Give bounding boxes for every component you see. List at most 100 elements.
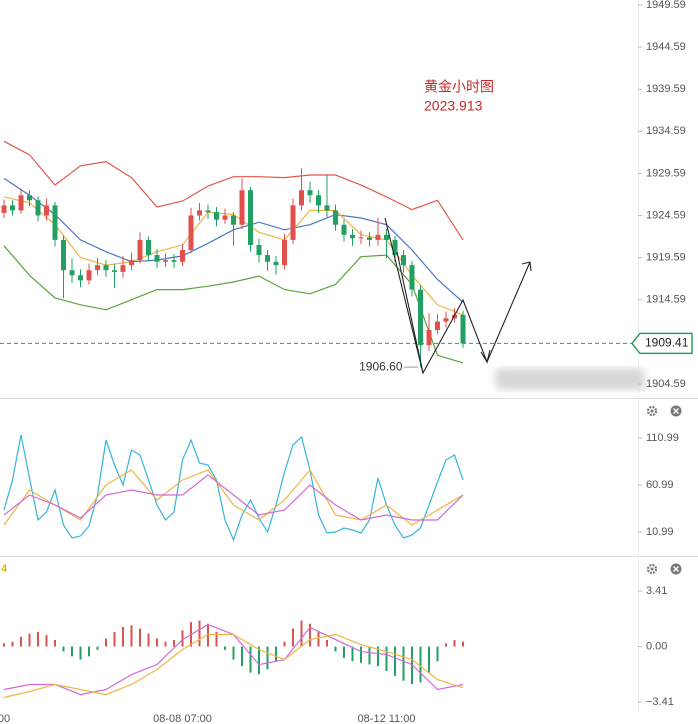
histogram-bar [266,646,269,670]
candle-body [367,237,372,240]
histogram-bar [105,638,107,647]
candle-body [358,237,364,239]
histogram-bar [241,646,243,667]
histogram-bar [249,646,252,673]
candle-body [392,239,398,256]
candle-body [78,275,83,281]
candle-body [460,314,466,344]
candle-body [154,255,160,262]
histogram-bar [122,627,124,647]
y-tick-label: 1939.59 [646,83,686,95]
histogram-bar [317,631,320,647]
annotation-subtitle: 2023.913 [424,98,483,114]
histogram-bar [96,646,99,650]
candle-body [324,205,330,211]
histogram-bar [79,646,82,660]
candle-body [27,195,32,201]
candle-body [443,318,449,322]
histogram-bar [445,643,447,647]
y-tick-label: 1924.59 [646,209,686,221]
x-tick-label: 08-08 07:00 [153,713,212,724]
x-tick-label: 00 [0,713,10,724]
candle-body [205,210,211,213]
histogram-bar [377,646,379,667]
candle-body [120,265,126,272]
histogram-bar [198,620,201,647]
histogram-bar [71,646,73,657]
histogram-bar [394,646,396,676]
candle-body [10,205,15,211]
candle-body [299,190,304,206]
candle-body [435,321,440,331]
candle-body [69,270,75,276]
candle-body [112,270,117,272]
candle-body [418,289,423,346]
histogram-bar [113,631,116,647]
histogram-bar [275,646,277,662]
settings-icon[interactable] [646,405,658,417]
histogram-bar [462,641,464,647]
candle-body [180,250,185,262]
candle-body [239,190,245,225]
candle-body [86,270,92,281]
candle-body [290,205,296,240]
candle-body [214,212,219,220]
candle-body [163,260,168,262]
candle-body [18,195,24,211]
candle-body [61,239,66,271]
histogram-bar [164,641,167,647]
histogram-bar [156,638,158,647]
candle-body [1,205,7,213]
y-tick-label: 1919.59 [646,252,686,264]
close-icon[interactable] [670,405,682,417]
histogram-bar [292,628,294,647]
histogram-bar [351,646,354,662]
candle-body [95,265,100,271]
y-tick-label: 60.99 [646,479,674,491]
candle-body [384,234,389,240]
y-tick-label: −3.41 [646,696,674,708]
drawn-arrows [384,217,532,375]
histogram-bar [419,646,422,683]
indicator-label: 4 [1,563,8,575]
histogram-bar [326,640,328,647]
histogram-bar [334,646,337,652]
histogram-bar [28,633,31,647]
y-tick-label: 1944.59 [646,41,686,53]
candle-body [44,205,49,216]
candle-body [146,239,151,256]
price-tag [631,332,693,355]
close-icon[interactable] [670,563,682,575]
candle-body [273,261,279,266]
histogram-bar [309,623,311,647]
candle-body [222,215,228,220]
indicator-line [3,474,464,521]
candle-body [137,239,143,261]
histogram-bar [258,646,260,675]
histogram-bar [11,641,14,647]
low-label: 1906.60 [359,359,403,373]
candle-body [409,265,415,290]
histogram-bar [453,640,456,647]
indicator-line [3,633,464,699]
histogram-bar [283,641,286,647]
candle-body [52,205,58,240]
settings-icon[interactable] [646,563,658,575]
y-tick-label: 1929.59 [646,167,686,179]
annotation-title: 黄金小时图 [424,79,494,95]
histogram-bar [215,631,218,647]
candle-body [197,210,202,216]
y-tick-label: 0.00 [646,640,667,652]
histogram-bar [173,640,175,647]
price-tag-label: 1909.41 [645,336,689,350]
candle-body [248,190,253,245]
histogram-bar [139,628,141,647]
candle-body [307,190,313,196]
candle-body [129,260,134,266]
candle-body [341,224,347,235]
candle-body [35,200,41,216]
histogram-bar [300,620,303,647]
histogram-bar [88,646,90,657]
